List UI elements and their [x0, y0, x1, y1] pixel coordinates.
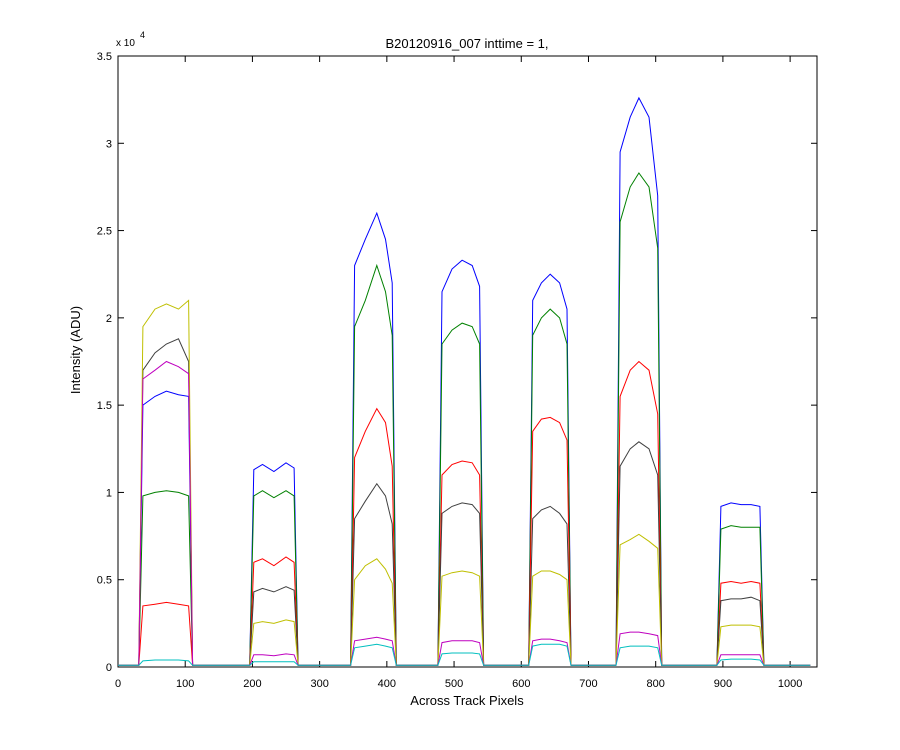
y-multiplier-exponent: 4: [140, 30, 145, 40]
y-tick-label: 3: [106, 138, 112, 150]
y-tick-label: 1.5: [97, 400, 112, 412]
y-tick-label: 0.5: [97, 575, 112, 587]
y-tick-label: 2: [106, 313, 112, 325]
data-line: [118, 172, 811, 666]
x-tick-label: 400: [378, 678, 396, 690]
y-tick-label: 1: [106, 487, 112, 499]
x-tick-label: 700: [579, 678, 597, 690]
data-line: [118, 360, 811, 666]
x-tick-label: 100: [176, 678, 194, 690]
x-tick-label: 900: [714, 678, 732, 690]
x-tick-label: 500: [445, 678, 463, 690]
y-multiplier: x 10: [116, 38, 135, 49]
plot-area: [117, 55, 818, 668]
x-tick-label: 200: [243, 678, 261, 690]
y-tick-label: 0: [106, 662, 112, 674]
x-tick-label: 300: [310, 678, 328, 690]
x-axis-label: Across Track Pixels: [410, 693, 524, 708]
x-tick-label: 0: [115, 678, 121, 690]
data-line: [118, 299, 811, 666]
chart-title: B20120916_007 inttime = 1,: [386, 36, 549, 51]
x-tick-label: 600: [512, 678, 530, 690]
data-line: [118, 643, 811, 666]
x-tick-label: 1000: [778, 678, 802, 690]
y-axis-label: Intensity (ADU): [68, 306, 83, 394]
data-line: [118, 338, 811, 666]
x-tick-label: 800: [647, 678, 665, 690]
y-tick-label: 2.5: [97, 226, 112, 238]
y-tick-label: 3.5: [97, 51, 112, 63]
